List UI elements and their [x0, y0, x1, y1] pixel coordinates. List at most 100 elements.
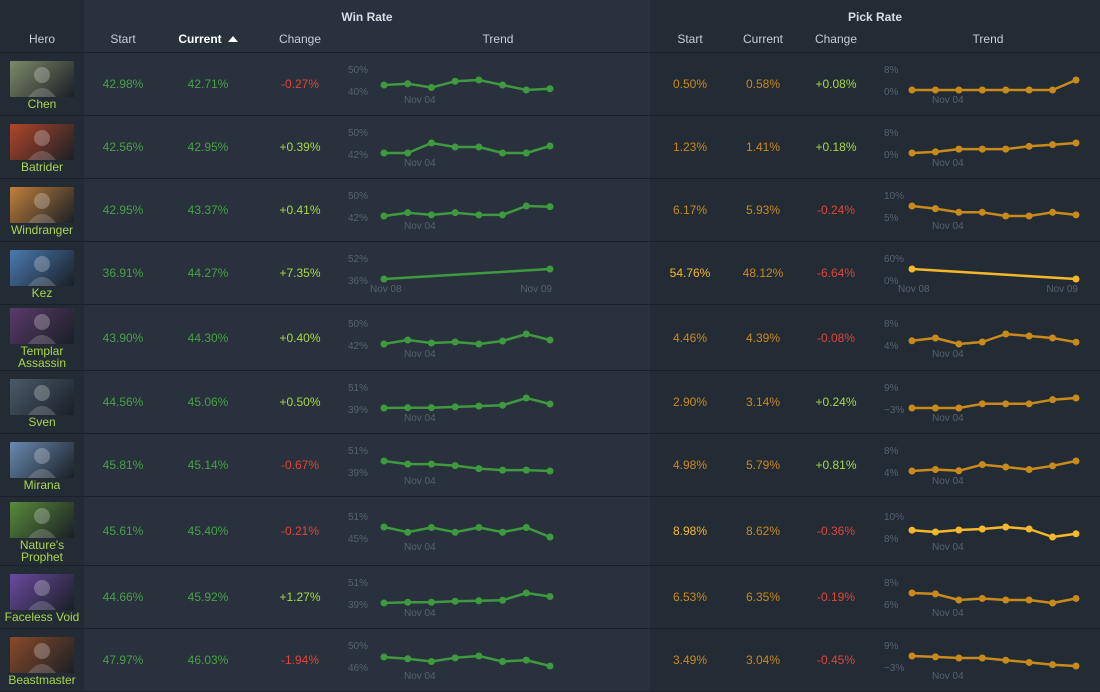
wr-trend-point[interactable] [475, 76, 483, 84]
windranger-portrait-icon[interactable] [10, 186, 74, 223]
pr-trend-point[interactable] [1072, 530, 1080, 538]
pr-trend-point[interactable] [908, 149, 916, 157]
wr-trend-point[interactable] [475, 652, 483, 660]
pr-trend-point[interactable] [908, 336, 916, 344]
wr-current-column-header[interactable]: Current [162, 26, 254, 52]
hero-cell[interactable]: Sven [0, 371, 84, 433]
pr-trend-point[interactable] [908, 652, 916, 660]
wr-trend-point[interactable] [404, 404, 412, 412]
wr-trend-point[interactable] [427, 658, 435, 666]
wr-trend-point[interactable] [451, 209, 459, 217]
pr-trend-point[interactable] [908, 526, 916, 534]
wr-trend-point[interactable] [380, 149, 388, 157]
pr-trend-point[interactable] [1025, 332, 1033, 339]
wr-trend-point[interactable] [499, 81, 507, 89]
pr-trend-point[interactable] [1025, 466, 1033, 474]
wr-trend-point[interactable] [380, 404, 388, 412]
hero-name[interactable]: Faceless Void [4, 609, 80, 624]
pr-trend-point[interactable] [955, 404, 963, 412]
wr-trend-point[interactable] [427, 460, 435, 468]
wr-trend-point[interactable] [451, 654, 459, 662]
pr-trend-point[interactable] [1049, 396, 1057, 404]
pr-trend-point[interactable] [955, 86, 963, 94]
wr-trend-point[interactable] [427, 339, 435, 346]
table-row[interactable]: Chen 42.98% 42.71% -0.27% 50% 40% Nov 04 0.50% 0… [0, 52, 1100, 115]
wr-trend-point[interactable] [499, 596, 507, 604]
pr-trend-point[interactable] [1002, 463, 1010, 471]
wr-trend-point[interactable] [380, 340, 388, 347]
table-row[interactable]: Batrider 42.56% 42.95% +0.39% 50% 42% Nov 04 1.… [0, 115, 1100, 178]
wr-trend-point[interactable] [522, 149, 530, 157]
pr-trend-point[interactable] [908, 86, 916, 94]
pr-trend-point[interactable] [1072, 76, 1080, 84]
table-row[interactable]: Windranger 42.95% 43.37% +0.41% 50% 42% Nov 04… [0, 178, 1100, 241]
pr-trend-point[interactable] [1049, 533, 1057, 541]
pr-trend-point[interactable] [955, 467, 963, 475]
hero-cell[interactable]: Beastmaster [0, 629, 84, 691]
wr-trend-point[interactable] [475, 340, 483, 347]
wr-trend-point[interactable] [499, 401, 507, 409]
pr-trend-point[interactable] [931, 590, 939, 598]
hero-cell[interactable]: Templar Assassin [0, 305, 84, 370]
pr-trend-point[interactable] [931, 148, 939, 156]
wr-trend-point[interactable] [451, 403, 459, 411]
wr-trend-point[interactable] [380, 457, 388, 465]
pr-trend-point[interactable] [978, 338, 986, 345]
wr-trend-point[interactable] [475, 211, 483, 219]
table-row[interactable]: Templar Assassin 43.90% 44.30% +0.40% 50% 42%… [0, 304, 1100, 370]
pr-trend-point[interactable] [955, 596, 963, 604]
pr-trend-point[interactable] [1025, 142, 1033, 150]
pr-trend-point[interactable] [931, 653, 939, 661]
pr-trend-point[interactable] [1002, 330, 1010, 337]
wr-trend-point[interactable] [475, 597, 483, 605]
table-row[interactable]: Kez 36.91% 44.27% +7.35% 52% 36% Nov 08 Nov 09 5… [0, 241, 1100, 304]
pr-start-column-header[interactable]: Start [650, 26, 730, 52]
wr-trend-point[interactable] [404, 80, 412, 88]
pr-trend-point[interactable] [978, 400, 986, 408]
pr-trend-point[interactable] [1072, 211, 1080, 219]
wr-trend-point[interactable] [522, 202, 530, 210]
pr-trend-point[interactable] [931, 466, 939, 474]
pr-trend-point[interactable] [1072, 394, 1080, 402]
pr-trend-point[interactable] [908, 589, 916, 597]
pr-change-column-header[interactable]: Change [796, 26, 876, 52]
wr-trend-point[interactable] [451, 528, 459, 536]
hero-name[interactable]: Beastmaster [8, 672, 76, 687]
pr-trend-point[interactable] [955, 208, 963, 216]
wr-trend-point[interactable] [546, 400, 554, 408]
wr-trend-point[interactable] [427, 404, 435, 412]
pr-trend-point[interactable] [931, 86, 939, 94]
wr-trend-point[interactable] [546, 336, 554, 343]
pr-trend-point[interactable] [1072, 338, 1080, 346]
hero-cell[interactable]: Batrider [0, 116, 84, 178]
hero-cell[interactable]: Kez [0, 242, 84, 304]
pr-trend-point[interactable] [978, 594, 986, 602]
pr-trend-point[interactable] [1049, 141, 1057, 149]
wr-trend-point[interactable] [475, 402, 483, 410]
templar-assassin-portrait-icon[interactable] [10, 308, 74, 344]
pr-trend-point[interactable] [1049, 334, 1057, 341]
wr-trend-point[interactable] [380, 599, 388, 607]
wr-trend-point[interactable] [404, 528, 412, 536]
kez-portrait-icon[interactable] [10, 249, 74, 286]
hero-name[interactable]: Kez [31, 285, 53, 300]
wr-trend-point[interactable] [451, 143, 459, 151]
hero-cell[interactable]: Mirana [0, 434, 84, 496]
wr-trend-point[interactable] [427, 84, 435, 91]
hero-cell[interactable]: Windranger [0, 179, 84, 241]
wr-trend-point[interactable] [546, 662, 554, 670]
pr-trend-point[interactable] [1072, 139, 1080, 147]
pr-trend-point[interactable] [931, 205, 939, 213]
pr-trend-point[interactable] [1002, 596, 1010, 604]
pr-trend-point[interactable] [978, 461, 986, 469]
pr-trend-point[interactable] [908, 404, 916, 412]
pr-trend-point[interactable] [908, 202, 916, 210]
hero-name[interactable]: Templar Assassin [17, 344, 67, 370]
wr-start-column-header[interactable]: Start [84, 26, 162, 52]
wr-trend-point[interactable] [427, 523, 435, 531]
pr-trend-point[interactable] [908, 467, 916, 475]
wr-trend-point[interactable] [380, 275, 388, 283]
pr-trend-point[interactable] [1072, 457, 1080, 465]
pr-trend-point[interactable] [931, 528, 939, 536]
pr-trend-point[interactable] [931, 334, 939, 341]
